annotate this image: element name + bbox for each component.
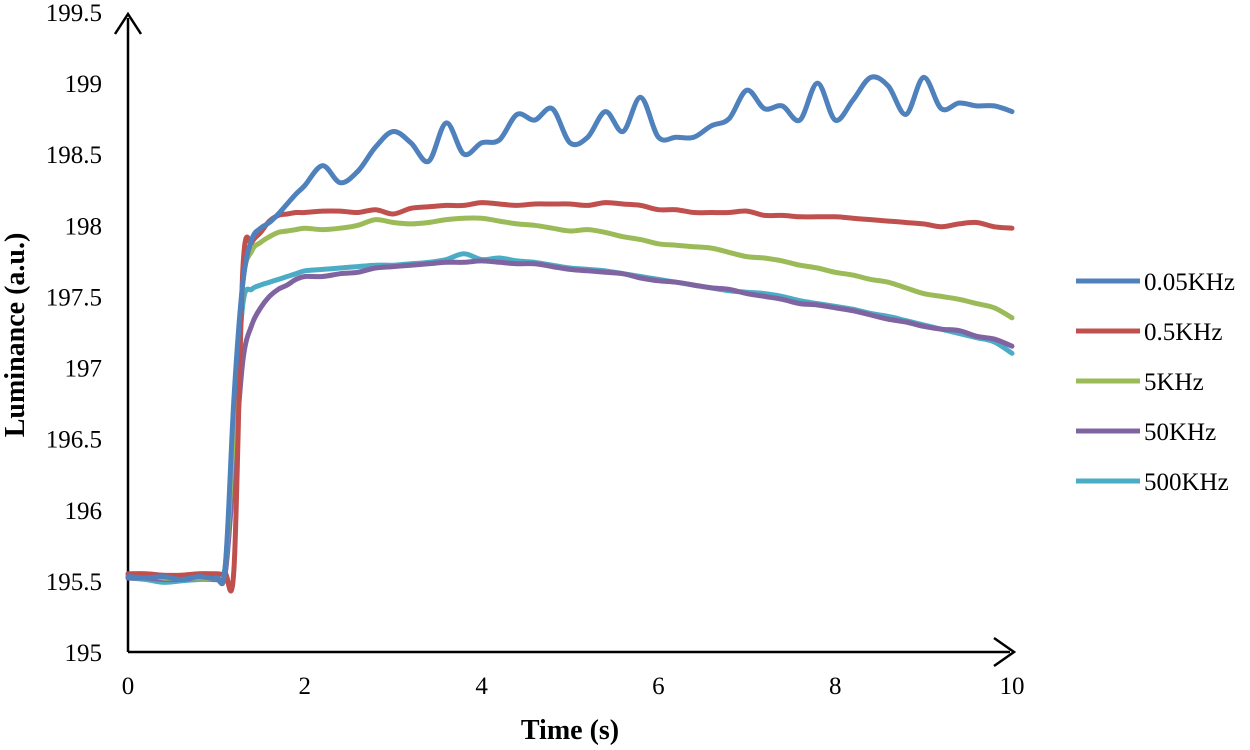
legend-label: 0.5KHz xyxy=(1144,319,1222,346)
y-tick-label: 195.5 xyxy=(46,569,102,596)
y-tick-label: 198.5 xyxy=(46,142,102,169)
y-tick-label: 196.5 xyxy=(46,427,102,454)
series-line-50khz xyxy=(125,258,1015,587)
x-tick-label: 2 xyxy=(299,673,312,700)
axes xyxy=(113,11,1017,668)
ticks: 195 195.5 196 196.5 197 197.5 198 198.5 199 199.5… xyxy=(46,0,1025,700)
y-tick-label: 196 xyxy=(65,498,103,525)
legend-label: 0.05KHz xyxy=(1144,269,1235,296)
x-tick-label: 0 xyxy=(122,673,135,700)
legend-label: 50KHz xyxy=(1144,419,1216,446)
y-tick-label: 197.5 xyxy=(46,284,102,311)
y-tick-label: 195 xyxy=(65,640,103,667)
series-line-5khz xyxy=(125,215,1015,584)
series-lines xyxy=(125,74,1015,594)
x-tick-label: 4 xyxy=(475,673,488,700)
series-line-0-5khz xyxy=(125,200,1015,594)
y-tick-label: 197 xyxy=(65,356,103,383)
y-axis-arrow xyxy=(113,11,143,35)
series-line-500khz xyxy=(125,251,1015,585)
x-tick-label: 10 xyxy=(1000,673,1025,700)
y-axis-title: Luminance (a.u.) xyxy=(0,233,31,438)
x-axis-title: Time (s) xyxy=(521,715,619,745)
y-tick-label: 199.5 xyxy=(46,0,102,27)
y-tick-label: 199 xyxy=(65,71,103,98)
legend-label: 500KHz xyxy=(1144,469,1229,496)
legend-label: 5KHz xyxy=(1144,369,1204,396)
x-tick-label: 8 xyxy=(829,673,842,700)
series-line-0-05khz xyxy=(125,74,1015,586)
x-axis-arrow xyxy=(993,636,1017,668)
legend: 0.05KHz 0.5KHz 5KHz 50KHz 500KHz xyxy=(1076,269,1235,496)
y-tick-label: 198 xyxy=(65,213,103,240)
x-tick-label: 6 xyxy=(652,673,665,700)
